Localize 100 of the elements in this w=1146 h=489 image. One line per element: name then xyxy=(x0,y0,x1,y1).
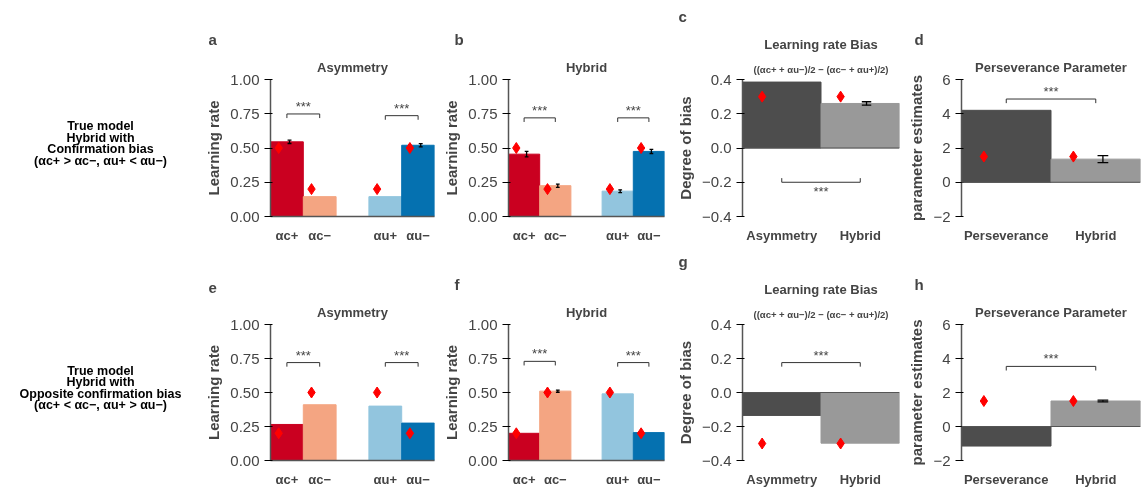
x-tick-label: αc− xyxy=(308,227,332,243)
y-tick-label: 0 xyxy=(942,417,951,435)
text: (αc+ > αc−, αu+ < αu−) xyxy=(34,154,167,169)
y-tick-label: 0.00 xyxy=(468,207,498,225)
annotation: *** xyxy=(532,346,548,362)
bar xyxy=(401,144,435,217)
chart-title: Learning rate Bias xyxy=(764,36,878,52)
y-tick-label: 4 xyxy=(942,104,951,122)
x-tick-label: Hybrid xyxy=(839,471,881,487)
bar xyxy=(302,196,337,217)
x-tick-label: αc− xyxy=(543,471,568,487)
annotation: *** xyxy=(394,347,410,363)
y-tick-label: 0.00 xyxy=(468,451,498,469)
bar xyxy=(539,185,572,217)
x-tick-label: αu− xyxy=(406,471,431,487)
y-tick-label: 0.75 xyxy=(468,349,498,367)
y-tick-label: 2 xyxy=(942,139,951,156)
y-axis-title: Degree of bias xyxy=(676,340,694,445)
bar xyxy=(302,404,337,461)
y-tick-label: 0.4 xyxy=(710,70,732,88)
chart-title: Asymmetry xyxy=(317,59,389,75)
annotation: *** xyxy=(394,100,410,116)
y-axis-title: Learning rate xyxy=(443,100,461,196)
x-tick-label: αu+ xyxy=(373,471,398,487)
y-tick-label: 1.00 xyxy=(468,70,498,88)
chart-title: Hybrid xyxy=(565,59,608,75)
bar xyxy=(401,422,435,461)
bar xyxy=(270,423,304,461)
y-tick-label: 0.2 xyxy=(710,104,732,122)
y-axis-title: Learning rate xyxy=(205,100,223,196)
y-tick-label: 0.0 xyxy=(710,383,732,401)
x-tick-label: αc+ xyxy=(512,471,536,487)
text: d xyxy=(914,30,924,48)
y-tick-label: 1.00 xyxy=(468,315,498,333)
y-tick-label: 0.25 xyxy=(230,417,260,435)
x-tick-label: αu+ xyxy=(605,227,630,243)
y-axis-title: parameter estimates xyxy=(908,319,926,466)
y-axis-title: Degree of bias xyxy=(676,96,694,200)
y-tick-label: −0.2 xyxy=(701,173,732,191)
annotation: *** xyxy=(295,347,311,363)
y-tick-label: 1.00 xyxy=(230,70,260,88)
y-tick-label: 0.25 xyxy=(468,417,498,435)
bar xyxy=(632,432,665,461)
x-tick-label: αc+ xyxy=(275,227,299,243)
x-tick-label: αc+ xyxy=(275,471,299,487)
x-tick-label: αu+ xyxy=(605,471,630,487)
x-tick-label: αu− xyxy=(637,471,662,487)
chart-title: Asymmetry xyxy=(317,304,389,320)
y-tick-label: −0.2 xyxy=(701,417,732,435)
annotation: *** xyxy=(625,102,641,118)
text: h xyxy=(914,275,924,293)
y-tick-label: 0.0 xyxy=(710,139,732,156)
bar xyxy=(270,141,304,217)
chart-title: Learning rate Bias xyxy=(764,281,878,297)
y-tick-label: 0.50 xyxy=(468,383,498,401)
y-tick-label: 0.50 xyxy=(468,139,498,156)
x-tick-label: αu+ xyxy=(373,227,398,243)
y-tick-label: 2 xyxy=(942,383,951,401)
text: f xyxy=(454,275,461,293)
text: e xyxy=(208,278,217,296)
text: g xyxy=(678,252,688,270)
x-tick-label: αu− xyxy=(406,227,431,243)
chart-title: Perseverance Parameter xyxy=(975,59,1127,75)
annotation: *** xyxy=(813,347,829,363)
x-tick-label: Asymmetry xyxy=(746,227,818,243)
y-tick-label: 0.4 xyxy=(710,315,732,333)
annotation: *** xyxy=(625,347,641,363)
chart-subtitle: ((αc+ + αu−)/2 − (αc− + αu+)/2) xyxy=(753,63,889,75)
y-tick-label: 0.50 xyxy=(230,139,260,156)
y-tick-label: 0.00 xyxy=(230,451,260,469)
y-tick-label: 0.2 xyxy=(710,349,732,367)
x-tick-label: αc− xyxy=(543,227,568,243)
text: True model xyxy=(67,363,134,378)
x-tick-label: αc− xyxy=(308,471,332,487)
x-tick-label: Perseverance xyxy=(963,227,1049,243)
y-tick-label: 0.75 xyxy=(230,104,260,122)
y-tick-label: 6 xyxy=(942,70,951,88)
bar xyxy=(368,405,403,461)
y-tick-label: −2 xyxy=(933,207,951,225)
x-tick-label: Hybrid xyxy=(1075,471,1117,487)
annotation: *** xyxy=(813,184,829,200)
y-tick-label: 0.75 xyxy=(230,349,260,367)
x-tick-label: αu− xyxy=(637,227,662,243)
y-axis-title: Learning rate xyxy=(205,344,223,441)
y-tick-label: −0.4 xyxy=(701,451,732,469)
chart-title: Hybrid xyxy=(565,304,608,320)
y-tick-label: −0.4 xyxy=(701,207,732,225)
y-tick-label: 6 xyxy=(942,315,951,333)
y-tick-label: 4 xyxy=(942,349,951,367)
y-tick-label: 0.25 xyxy=(468,173,498,191)
chart-subtitle: ((αc+ + αu−)/2 − (αc− + αu+)/2) xyxy=(753,308,889,320)
y-axis-title: parameter estimates xyxy=(908,75,926,221)
text: b xyxy=(454,30,464,48)
annotation: *** xyxy=(295,98,311,114)
y-tick-label: 0 xyxy=(942,173,951,191)
bar xyxy=(508,153,541,217)
y-tick-label: 0.50 xyxy=(230,383,260,401)
annotation: *** xyxy=(1043,84,1059,100)
y-tick-label: 1.00 xyxy=(230,315,260,333)
y-tick-label: 0.75 xyxy=(468,104,498,122)
